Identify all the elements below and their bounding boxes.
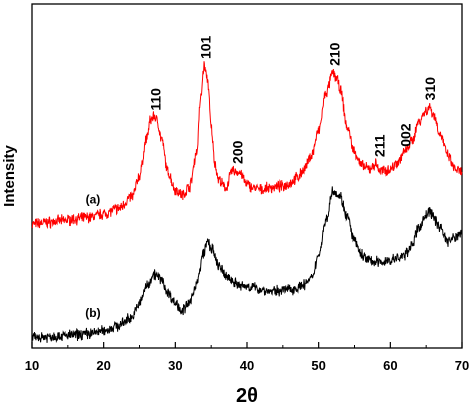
peak-label: 110 — [147, 88, 163, 111]
series-line-b — [31, 186, 463, 344]
x-axis-ticks: 10 20 30 40 50 60 70 — [25, 342, 469, 373]
peak-annotations: 110 101 200 210 211 002 310 — [147, 35, 437, 163]
peak-label: 002 — [397, 123, 413, 147]
x-tick-label: 50 — [311, 358, 325, 373]
x-tick-label: 40 — [240, 358, 254, 373]
peak-label: 310 — [422, 77, 438, 101]
peak-label: 210 — [326, 42, 342, 66]
peak-label: 211 — [372, 134, 388, 157]
series-label: (b) — [85, 306, 100, 320]
x-tick-label: 20 — [96, 358, 110, 373]
x-axis-title: 2θ — [236, 385, 258, 407]
series-label: (a) — [86, 193, 101, 207]
series-line-a — [31, 61, 463, 230]
series-labels: (a) (b) — [85, 193, 100, 321]
plot-frame — [31, 3, 463, 349]
series-lines — [31, 61, 463, 344]
peak-label: 101 — [197, 35, 213, 59]
x-tick-label: 30 — [168, 358, 182, 373]
x-tick-label: 60 — [383, 358, 397, 373]
y-axis-title: Intensity — [1, 145, 18, 207]
x-tick-label: 70 — [455, 358, 469, 373]
peak-label: 200 — [230, 140, 246, 164]
x-tick-label: 10 — [25, 358, 39, 373]
